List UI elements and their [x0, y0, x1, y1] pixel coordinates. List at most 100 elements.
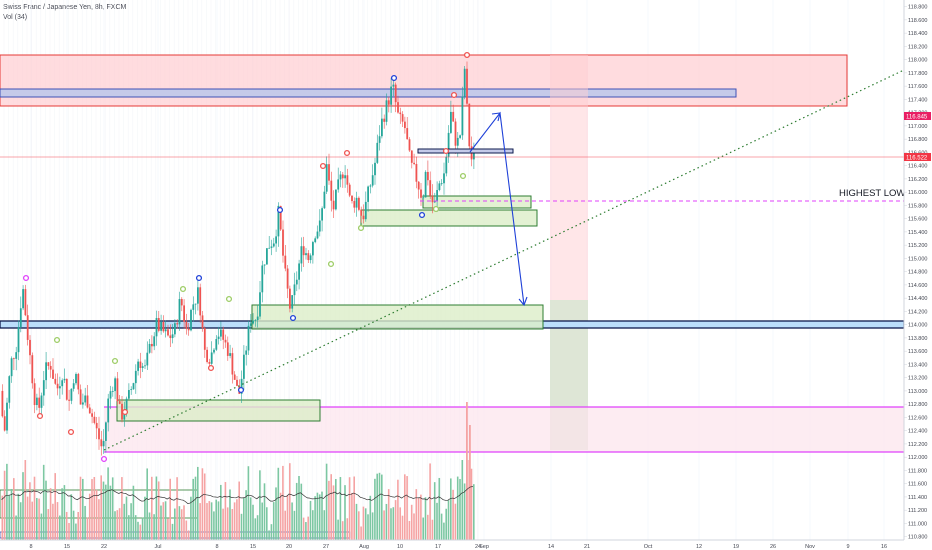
volume-bar: [249, 497, 252, 540]
volume-bar: [332, 485, 335, 540]
candle-body: [266, 248, 268, 265]
candle-body: [275, 236, 277, 244]
volume-bar: [79, 476, 82, 540]
candle-body: [309, 255, 312, 261]
volume-bar: [256, 515, 259, 540]
candle-body: [102, 440, 105, 447]
candle-body: [151, 343, 153, 347]
pivot-marker: [53, 336, 61, 344]
x-tick-label: 8: [29, 544, 32, 550]
blue-resistance-line[interactable]: [0, 88, 737, 98]
volume-bar: [123, 503, 125, 540]
candle-body: [141, 366, 144, 368]
pivot-marker: [463, 51, 471, 59]
blue-bar-marker[interactable]: [417, 148, 514, 154]
volume-bar: [461, 460, 464, 540]
y-tick-label: 118.400: [908, 31, 927, 37]
resistance-zone[interactable]: [0, 54, 848, 107]
candle-body: [392, 84, 395, 87]
candle-body: [203, 328, 206, 350]
candle-body: [353, 201, 356, 208]
candle-body: [300, 246, 303, 264]
volume-bar: [328, 480, 330, 540]
volume-indicator-label[interactable]: Vol (34): [3, 14, 28, 21]
volume-bar: [469, 425, 471, 540]
candle-body: [19, 308, 22, 327]
candle-body: [339, 174, 342, 180]
volume-bar: [206, 503, 208, 540]
candle-body: [164, 329, 167, 332]
support-box-2[interactable]: [360, 209, 538, 227]
y-tick-label: 118.600: [908, 18, 927, 24]
y-axis[interactable]: 118.800 118.600 118.400 118.200 118.000 117.8…: [904, 5, 927, 541]
candle-body: [139, 361, 142, 368]
candle-body: [270, 246, 273, 248]
candle-body: [3, 416, 6, 431]
volume-bar: [413, 513, 415, 540]
pivot-marker: [418, 211, 426, 219]
candle-body: [443, 173, 445, 184]
candle-body: [404, 121, 406, 129]
candle-body: [399, 112, 402, 115]
support-box-3[interactable]: [251, 304, 544, 330]
candle-body: [13, 358, 15, 360]
candle-body: [210, 352, 213, 364]
candle-body: [171, 334, 174, 339]
volume-bar: [415, 489, 418, 540]
candle-body: [330, 180, 333, 201]
candle-body: [459, 135, 461, 138]
candle-body: [26, 315, 29, 340]
candle-body: [109, 391, 112, 399]
trend-dotted[interactable]: [103, 69, 905, 451]
volume-bar: [452, 489, 454, 540]
support-box-1[interactable]: [422, 195, 532, 209]
volume-bar: [164, 501, 167, 540]
volume-bar: [440, 513, 443, 540]
candle-body: [24, 289, 27, 316]
y-tick-label: 114.200: [908, 309, 927, 315]
candle-body: [335, 189, 337, 210]
candle-body: [413, 162, 415, 164]
symbol-title[interactable]: Swiss Franc / Japanese Yen, 8h, FXCM: [3, 4, 127, 11]
volume-bar: [155, 476, 158, 540]
projection-arrowhead-up: [491, 112, 501, 122]
volume-bar: [151, 476, 153, 540]
candle-body: [22, 289, 24, 309]
volume-bar: [429, 463, 431, 540]
candle-body: [8, 376, 11, 403]
candle-body: [364, 201, 367, 220]
candle-body: [59, 386, 61, 389]
candle-body: [307, 253, 310, 261]
candles: [1, 61, 475, 456]
volume-bar: [84, 505, 86, 540]
candle-body: [132, 383, 135, 390]
candle-body: [84, 395, 87, 403]
x-tick-label: Oct: [644, 544, 653, 550]
candle-body: [52, 369, 54, 379]
volume-bar: [180, 509, 183, 540]
volume-bar: [139, 524, 142, 540]
candle-body: [456, 137, 459, 146]
volume-bar: [300, 483, 303, 540]
volume-bar: [24, 460, 27, 540]
x-tick-label: 10: [397, 544, 403, 550]
volume-bar: [312, 510, 314, 540]
y-tick-label: 110.800: [908, 535, 927, 541]
candle-body: [312, 242, 314, 256]
volume-bar: [268, 530, 270, 540]
volume-bar: [17, 493, 20, 540]
pivot-markers: [22, 51, 471, 463]
volume-bar: [314, 496, 316, 540]
volume-bar: [318, 494, 321, 540]
pivot-marker: [207, 364, 215, 372]
x-tick-label: Aug: [359, 544, 369, 550]
support-box-4[interactable]: [116, 399, 321, 422]
candle-body: [114, 378, 116, 392]
volume-bar: [390, 508, 392, 540]
candle-body: [229, 353, 231, 356]
y-tick-label: 118.800: [908, 5, 927, 11]
y-tick-label: 114.800: [908, 270, 927, 276]
y-tick-label: 113.400: [908, 362, 927, 368]
